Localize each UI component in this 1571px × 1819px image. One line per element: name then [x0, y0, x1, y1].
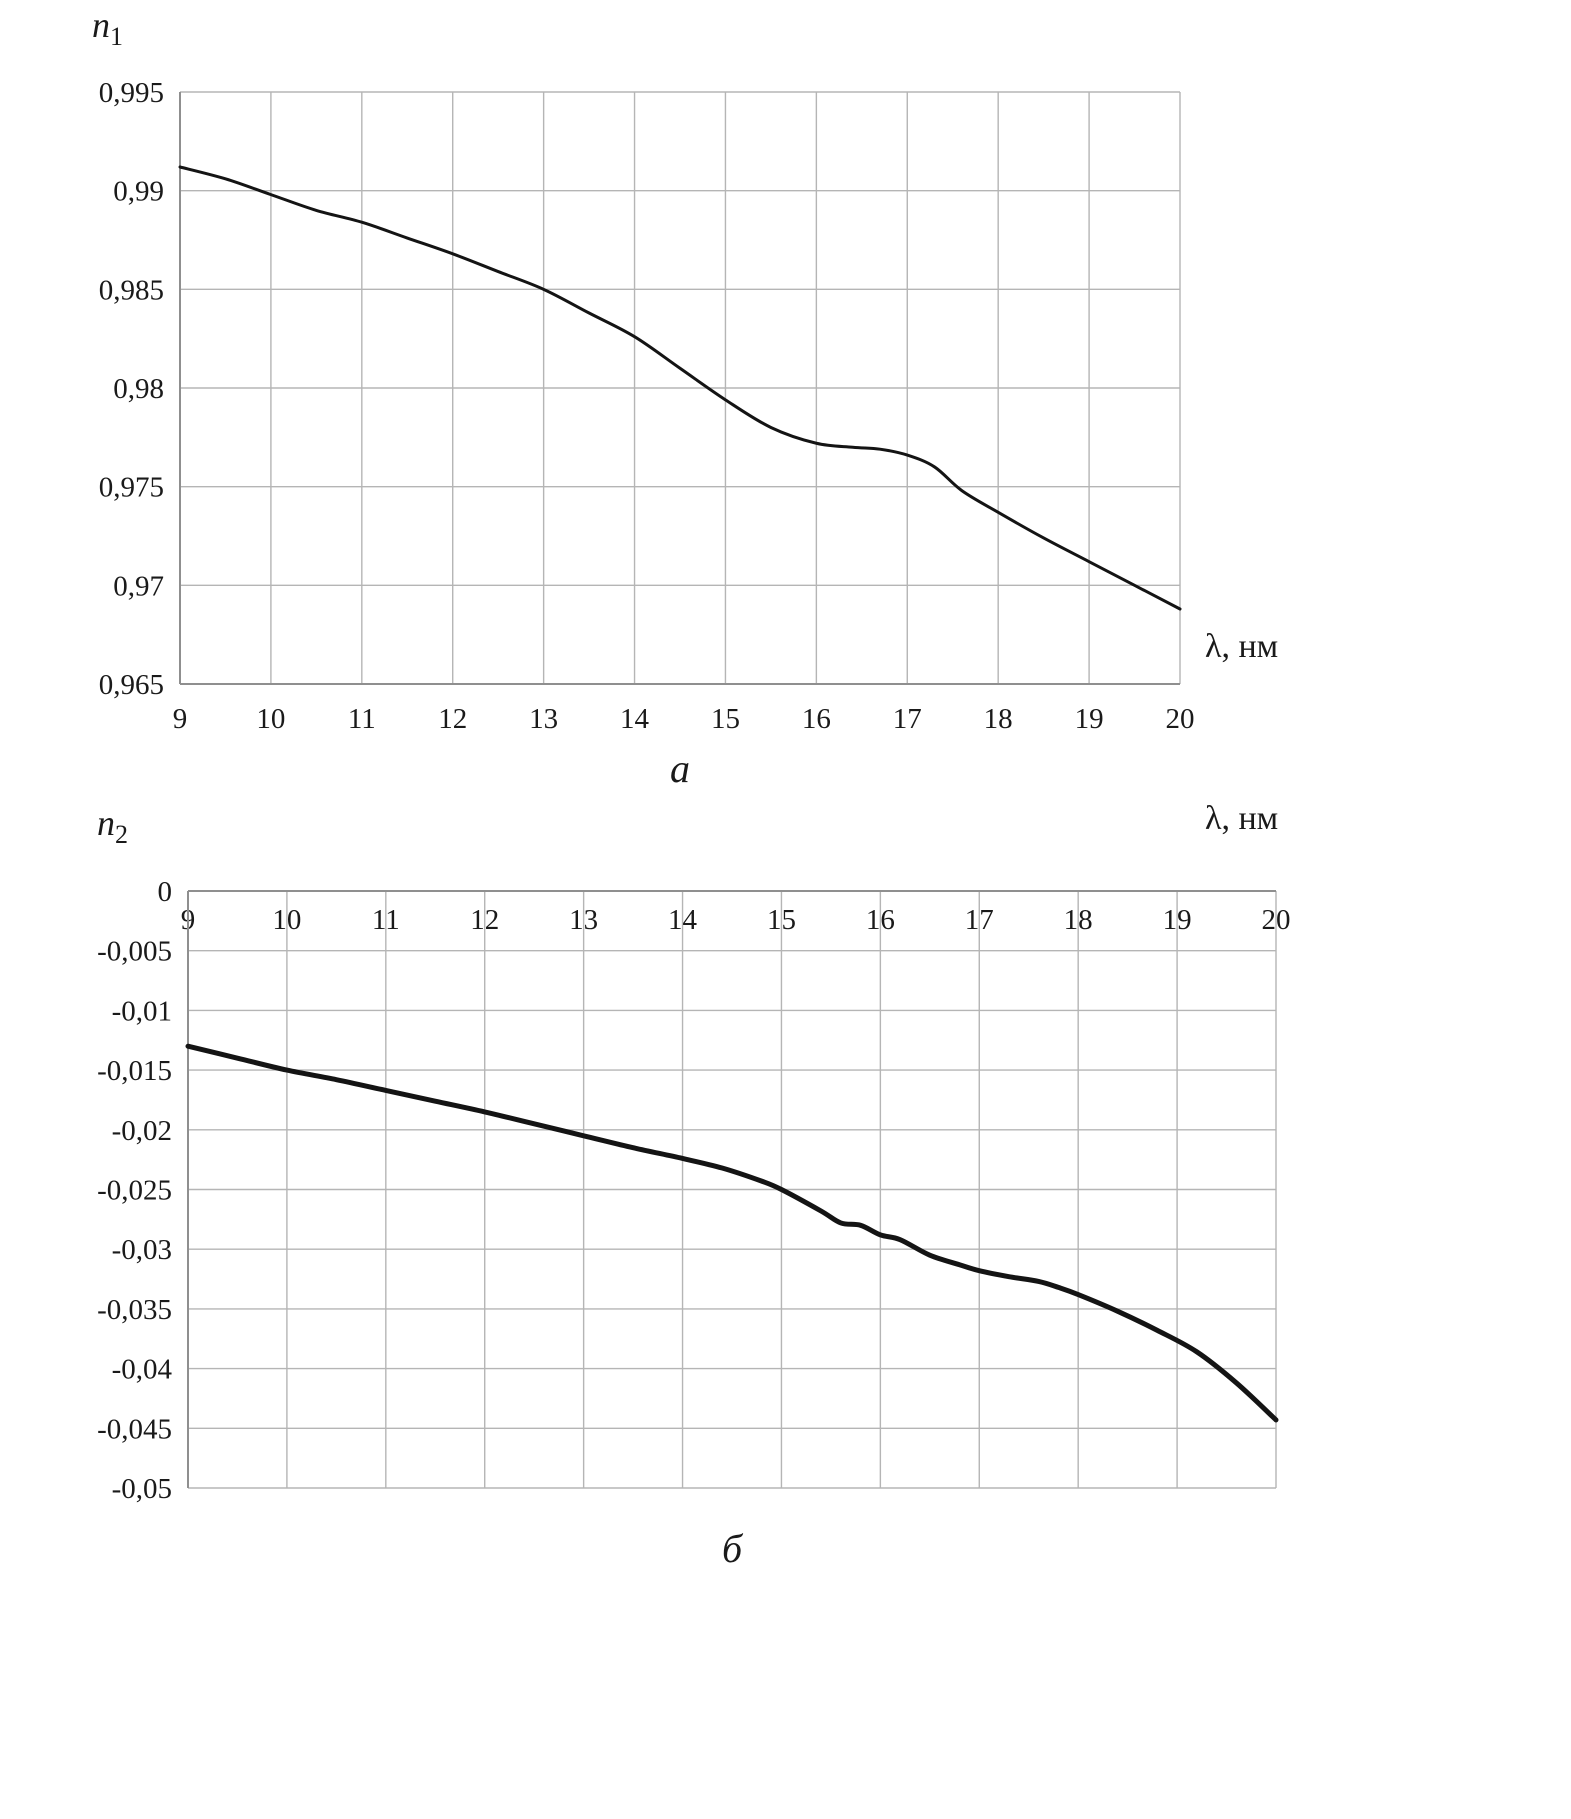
x-tick-label: 13	[529, 703, 558, 735]
y-tick-label: 0	[158, 876, 173, 908]
x-tick-label: 10	[272, 904, 301, 936]
y-tick-label: 0,98	[113, 373, 164, 405]
y-tick-label: -0,03	[112, 1234, 172, 1266]
chart-b-y-axis-title: n2	[97, 802, 128, 850]
y-tick-label: 0,965	[99, 669, 164, 701]
y-tick-label: -0,04	[112, 1354, 173, 1386]
y-tick-label: 0,99	[113, 176, 164, 208]
y-tick-label: -0,025	[97, 1175, 172, 1207]
chart-a: 0,995 0,99 0,985 0,98 0,975 0,97 0,965 9 10 11 12 1…	[99, 77, 1195, 735]
chart-a-y-axis-title: n1	[92, 4, 123, 52]
x-tick-label: 17	[965, 904, 994, 936]
x-tick-label: 18	[1064, 904, 1093, 936]
chart-b-y-axis-title-sub: 2	[115, 820, 128, 850]
y-tick-label: 0,985	[99, 274, 164, 306]
x-tick-label: 19	[1075, 703, 1104, 735]
x-tick-label: 18	[984, 703, 1013, 735]
series-line-n1	[178, 165, 1182, 611]
x-tick-label: 20	[1166, 703, 1195, 735]
x-tick-label: 14	[668, 904, 698, 936]
x-tick-label: 13	[569, 904, 598, 936]
y-tick-label: 0,97	[113, 570, 164, 602]
y-tick-label: -0,05	[112, 1473, 172, 1505]
chart-a-x-axis-title: λ, нм	[1205, 628, 1279, 665]
x-tick-label: 9	[173, 703, 188, 735]
x-tick-label: 16	[866, 904, 895, 936]
y-tick-label: -0,01	[112, 995, 172, 1027]
chart-a-y-axis-title-sub: 1	[110, 22, 123, 52]
x-tick-label: 14	[620, 703, 650, 735]
chart-b-y-axis-title-base: n	[97, 803, 115, 843]
y-tick-label: 0,995	[99, 77, 164, 109]
x-tick-label: 20	[1262, 904, 1291, 936]
y-tick-label: -0,035	[97, 1294, 172, 1326]
y-tick-label: -0,015	[97, 1055, 172, 1087]
y-tick-label: -0,005	[97, 936, 172, 968]
x-tick-label: 17	[893, 703, 922, 735]
y-tick-label: 0,975	[99, 472, 164, 504]
series-line-n2	[185, 1043, 1279, 1423]
chart-a-caption: а	[670, 746, 690, 791]
chart-b: 0 -0,005 -0,01 -0,015 -0,02 -0,025 -0,03 -0,035…	[97, 876, 1290, 1505]
x-tick-label: 15	[767, 904, 796, 936]
x-tick-label: 10	[256, 703, 285, 735]
chart-b-x-axis-title: λ, нм	[1205, 800, 1279, 837]
x-tick-label: 12	[470, 904, 499, 936]
x-tick-label: 11	[372, 904, 400, 936]
x-tick-label: 19	[1163, 904, 1192, 936]
x-tick-label: 12	[438, 703, 467, 735]
chart-a-y-axis-title-base: n	[92, 5, 110, 45]
y-tick-label: -0,045	[97, 1413, 172, 1445]
x-tick-label: 16	[802, 703, 831, 735]
x-tick-label: 11	[348, 703, 376, 735]
y-tick-label: -0,02	[112, 1115, 172, 1147]
chart-b-caption: б	[721, 1526, 743, 1571]
x-tick-label: 15	[711, 703, 740, 735]
